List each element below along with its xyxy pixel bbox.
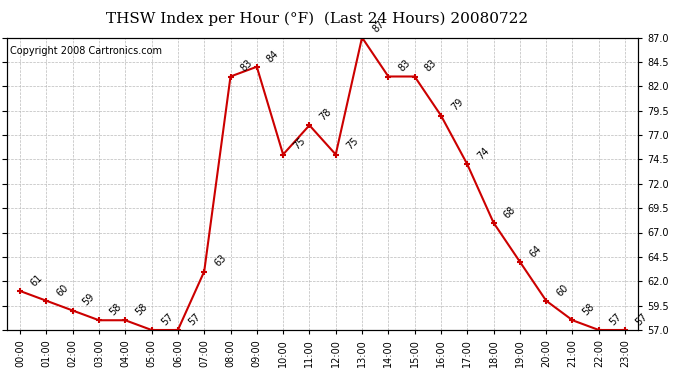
Text: 58: 58 <box>581 302 597 318</box>
Text: 57: 57 <box>160 311 176 327</box>
Text: 87: 87 <box>371 19 386 35</box>
Text: 64: 64 <box>529 243 544 259</box>
Text: 75: 75 <box>344 136 360 152</box>
Text: 57: 57 <box>607 311 623 327</box>
Text: 59: 59 <box>81 292 97 308</box>
Text: Copyright 2008 Cartronics.com: Copyright 2008 Cartronics.com <box>10 46 162 56</box>
Text: 61: 61 <box>28 273 44 288</box>
Text: 57: 57 <box>186 311 202 327</box>
Text: 78: 78 <box>318 106 333 123</box>
Text: THSW Index per Hour (°F)  (Last 24 Hours) 20080722: THSW Index per Hour (°F) (Last 24 Hours)… <box>106 11 529 26</box>
Text: 79: 79 <box>449 97 465 113</box>
Text: 57: 57 <box>633 311 649 327</box>
Text: 58: 58 <box>108 302 123 318</box>
Text: 60: 60 <box>55 282 70 298</box>
Text: 83: 83 <box>423 58 439 74</box>
Text: 75: 75 <box>291 136 307 152</box>
Text: 63: 63 <box>213 253 228 269</box>
Text: 60: 60 <box>555 282 570 298</box>
Text: 84: 84 <box>265 48 281 64</box>
Text: 83: 83 <box>239 58 255 74</box>
Text: 58: 58 <box>134 302 150 318</box>
Text: 74: 74 <box>475 146 491 162</box>
Text: 83: 83 <box>397 58 413 74</box>
Text: 68: 68 <box>502 204 518 220</box>
